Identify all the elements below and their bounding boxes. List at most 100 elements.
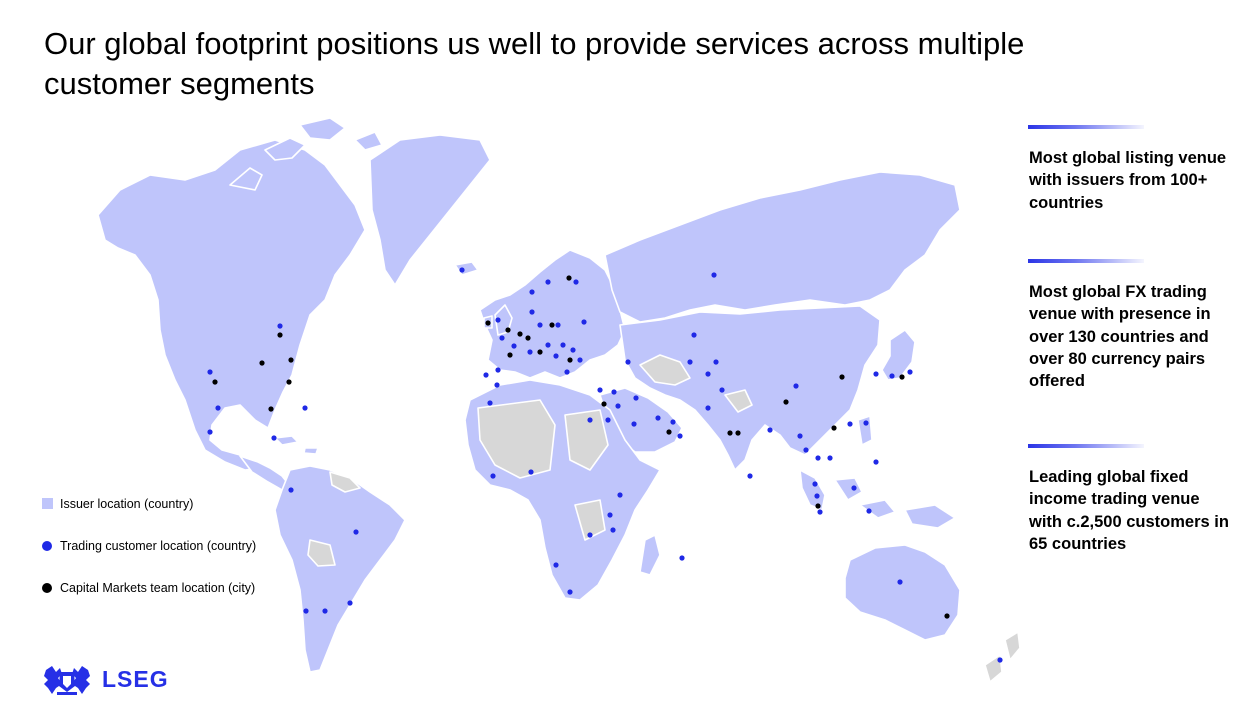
- trading-dot: [529, 309, 535, 315]
- trading-dot: [713, 359, 719, 365]
- north-america: [97, 139, 366, 471]
- trading-dot: [851, 485, 857, 491]
- trading-dot: [347, 600, 353, 606]
- capital-dot: [288, 357, 294, 363]
- madagascar: [639, 534, 661, 576]
- trading-dot: [537, 322, 543, 328]
- trading-dot: [719, 387, 725, 393]
- trading-dot: [847, 421, 853, 427]
- trading-dot: [495, 317, 501, 323]
- trading-dot: [655, 415, 661, 421]
- greenland: [369, 134, 491, 286]
- trading-dot: [483, 372, 489, 378]
- trading-dot: [631, 421, 637, 427]
- capital-dot: [259, 360, 265, 366]
- trading-dot: [570, 347, 576, 353]
- trading-dot: [691, 332, 697, 338]
- south-america: [274, 465, 406, 673]
- trading-dot: [553, 562, 559, 568]
- trading-dot: [529, 289, 535, 295]
- lseg-logo: LSEG: [42, 664, 182, 698]
- trading-dot: [866, 508, 872, 514]
- capital-dot: [268, 406, 274, 412]
- capital-dot: [277, 332, 283, 338]
- trading-dot: [545, 279, 551, 285]
- trading-dot: [827, 455, 833, 461]
- capital-dot: [485, 320, 491, 326]
- capital-dot: [525, 335, 531, 341]
- trading-dot: [597, 387, 603, 393]
- issuer-swatch: [42, 498, 53, 509]
- southeast-asia: [799, 415, 896, 519]
- australia: [844, 544, 961, 641]
- trading-dot: [797, 433, 803, 439]
- trading-dot: [545, 342, 551, 348]
- trading-dot: [459, 267, 465, 273]
- capital-dot: [507, 352, 513, 358]
- stat-divider: [1028, 125, 1144, 129]
- arctic-islands: [229, 117, 383, 191]
- capital-dot: [727, 430, 733, 436]
- trading-dot: [907, 369, 913, 375]
- trading-dot: [625, 359, 631, 365]
- trading-dot: [711, 272, 717, 278]
- trading-dot: [490, 473, 496, 479]
- trading-dot: [207, 369, 213, 375]
- legend-capital-label: Capital Markets team location (city): [60, 581, 256, 595]
- trading-dot: [560, 342, 566, 348]
- capital-dot: [944, 613, 950, 619]
- trading-dot: [889, 373, 895, 379]
- central-america: [239, 455, 291, 491]
- capital-dot: [899, 374, 905, 380]
- capital-dot: [831, 425, 837, 431]
- capital-markets-dots: [212, 275, 950, 619]
- stat-divider: [1028, 259, 1144, 263]
- trading-dot: [814, 493, 820, 499]
- new-zealand: [984, 631, 1021, 683]
- trading-dot: [553, 353, 559, 359]
- capital-dot: [567, 357, 573, 363]
- trading-dot: [511, 343, 517, 349]
- trading-dot: [271, 435, 277, 441]
- trading-dot: [302, 405, 308, 411]
- trading-dot: [564, 369, 570, 375]
- capital-dot: [566, 275, 572, 281]
- trading-dot: [207, 429, 213, 435]
- trading-dot: [815, 455, 821, 461]
- trading-dot: [687, 359, 693, 365]
- trading-dot: [577, 357, 583, 363]
- stat-fixed-income-text: Leading global fixed income trading venu…: [1029, 468, 1229, 553]
- trading-dot: [555, 322, 561, 328]
- stat-fx-text: Most global FX trading venue with presen…: [1029, 283, 1211, 391]
- trading-dot: [705, 405, 711, 411]
- trading-dot: [567, 589, 573, 595]
- trading-dot: [677, 433, 683, 439]
- trading-dot: [573, 279, 579, 285]
- africa-gaps: [477, 399, 609, 541]
- trading-dot: [215, 405, 221, 411]
- trading-dot: [607, 512, 613, 518]
- legend-issuer-label: Issuer location (country): [60, 497, 194, 511]
- trading-dot: [803, 447, 809, 453]
- trading-dot: [587, 417, 593, 423]
- capital-dot: [549, 322, 555, 328]
- trading-dot: [605, 417, 611, 423]
- trading-dot: [353, 529, 359, 535]
- trading-dot: [277, 323, 283, 329]
- trading-dot: [897, 579, 903, 585]
- trading-swatch: [42, 541, 52, 551]
- caribbean: [274, 435, 319, 455]
- british-isles: [454, 261, 513, 336]
- trading-dot: [767, 427, 773, 433]
- trading-dot: [611, 389, 617, 395]
- landmasses: [97, 117, 1021, 683]
- capital-dot: [666, 429, 672, 435]
- page-title: Our global footprint positions us well t…: [44, 26, 1025, 101]
- trading-dot: [817, 509, 823, 515]
- trading-dot: [997, 657, 1003, 663]
- trading-dot: [587, 532, 593, 538]
- trading-dot: [617, 492, 623, 498]
- trading-dot: [747, 473, 753, 479]
- trading-dot: [288, 487, 294, 493]
